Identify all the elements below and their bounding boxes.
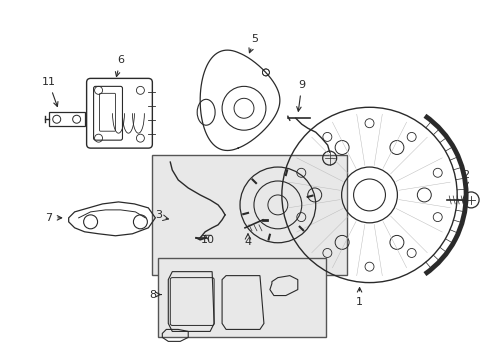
Text: 5: 5: [248, 33, 258, 53]
Bar: [158, 258, 325, 337]
Text: 2: 2: [462, 170, 469, 187]
Text: 9: 9: [296, 80, 305, 111]
Text: 11: 11: [41, 77, 58, 107]
Bar: [152, 155, 346, 275]
Text: 10: 10: [201, 235, 215, 245]
Text: 1: 1: [355, 288, 362, 306]
Bar: [49, 112, 84, 126]
Text: 7: 7: [45, 213, 61, 223]
Text: 8: 8: [148, 289, 161, 300]
Text: 4: 4: [244, 237, 251, 247]
Text: 3: 3: [155, 210, 162, 220]
Text: 6: 6: [115, 55, 124, 76]
